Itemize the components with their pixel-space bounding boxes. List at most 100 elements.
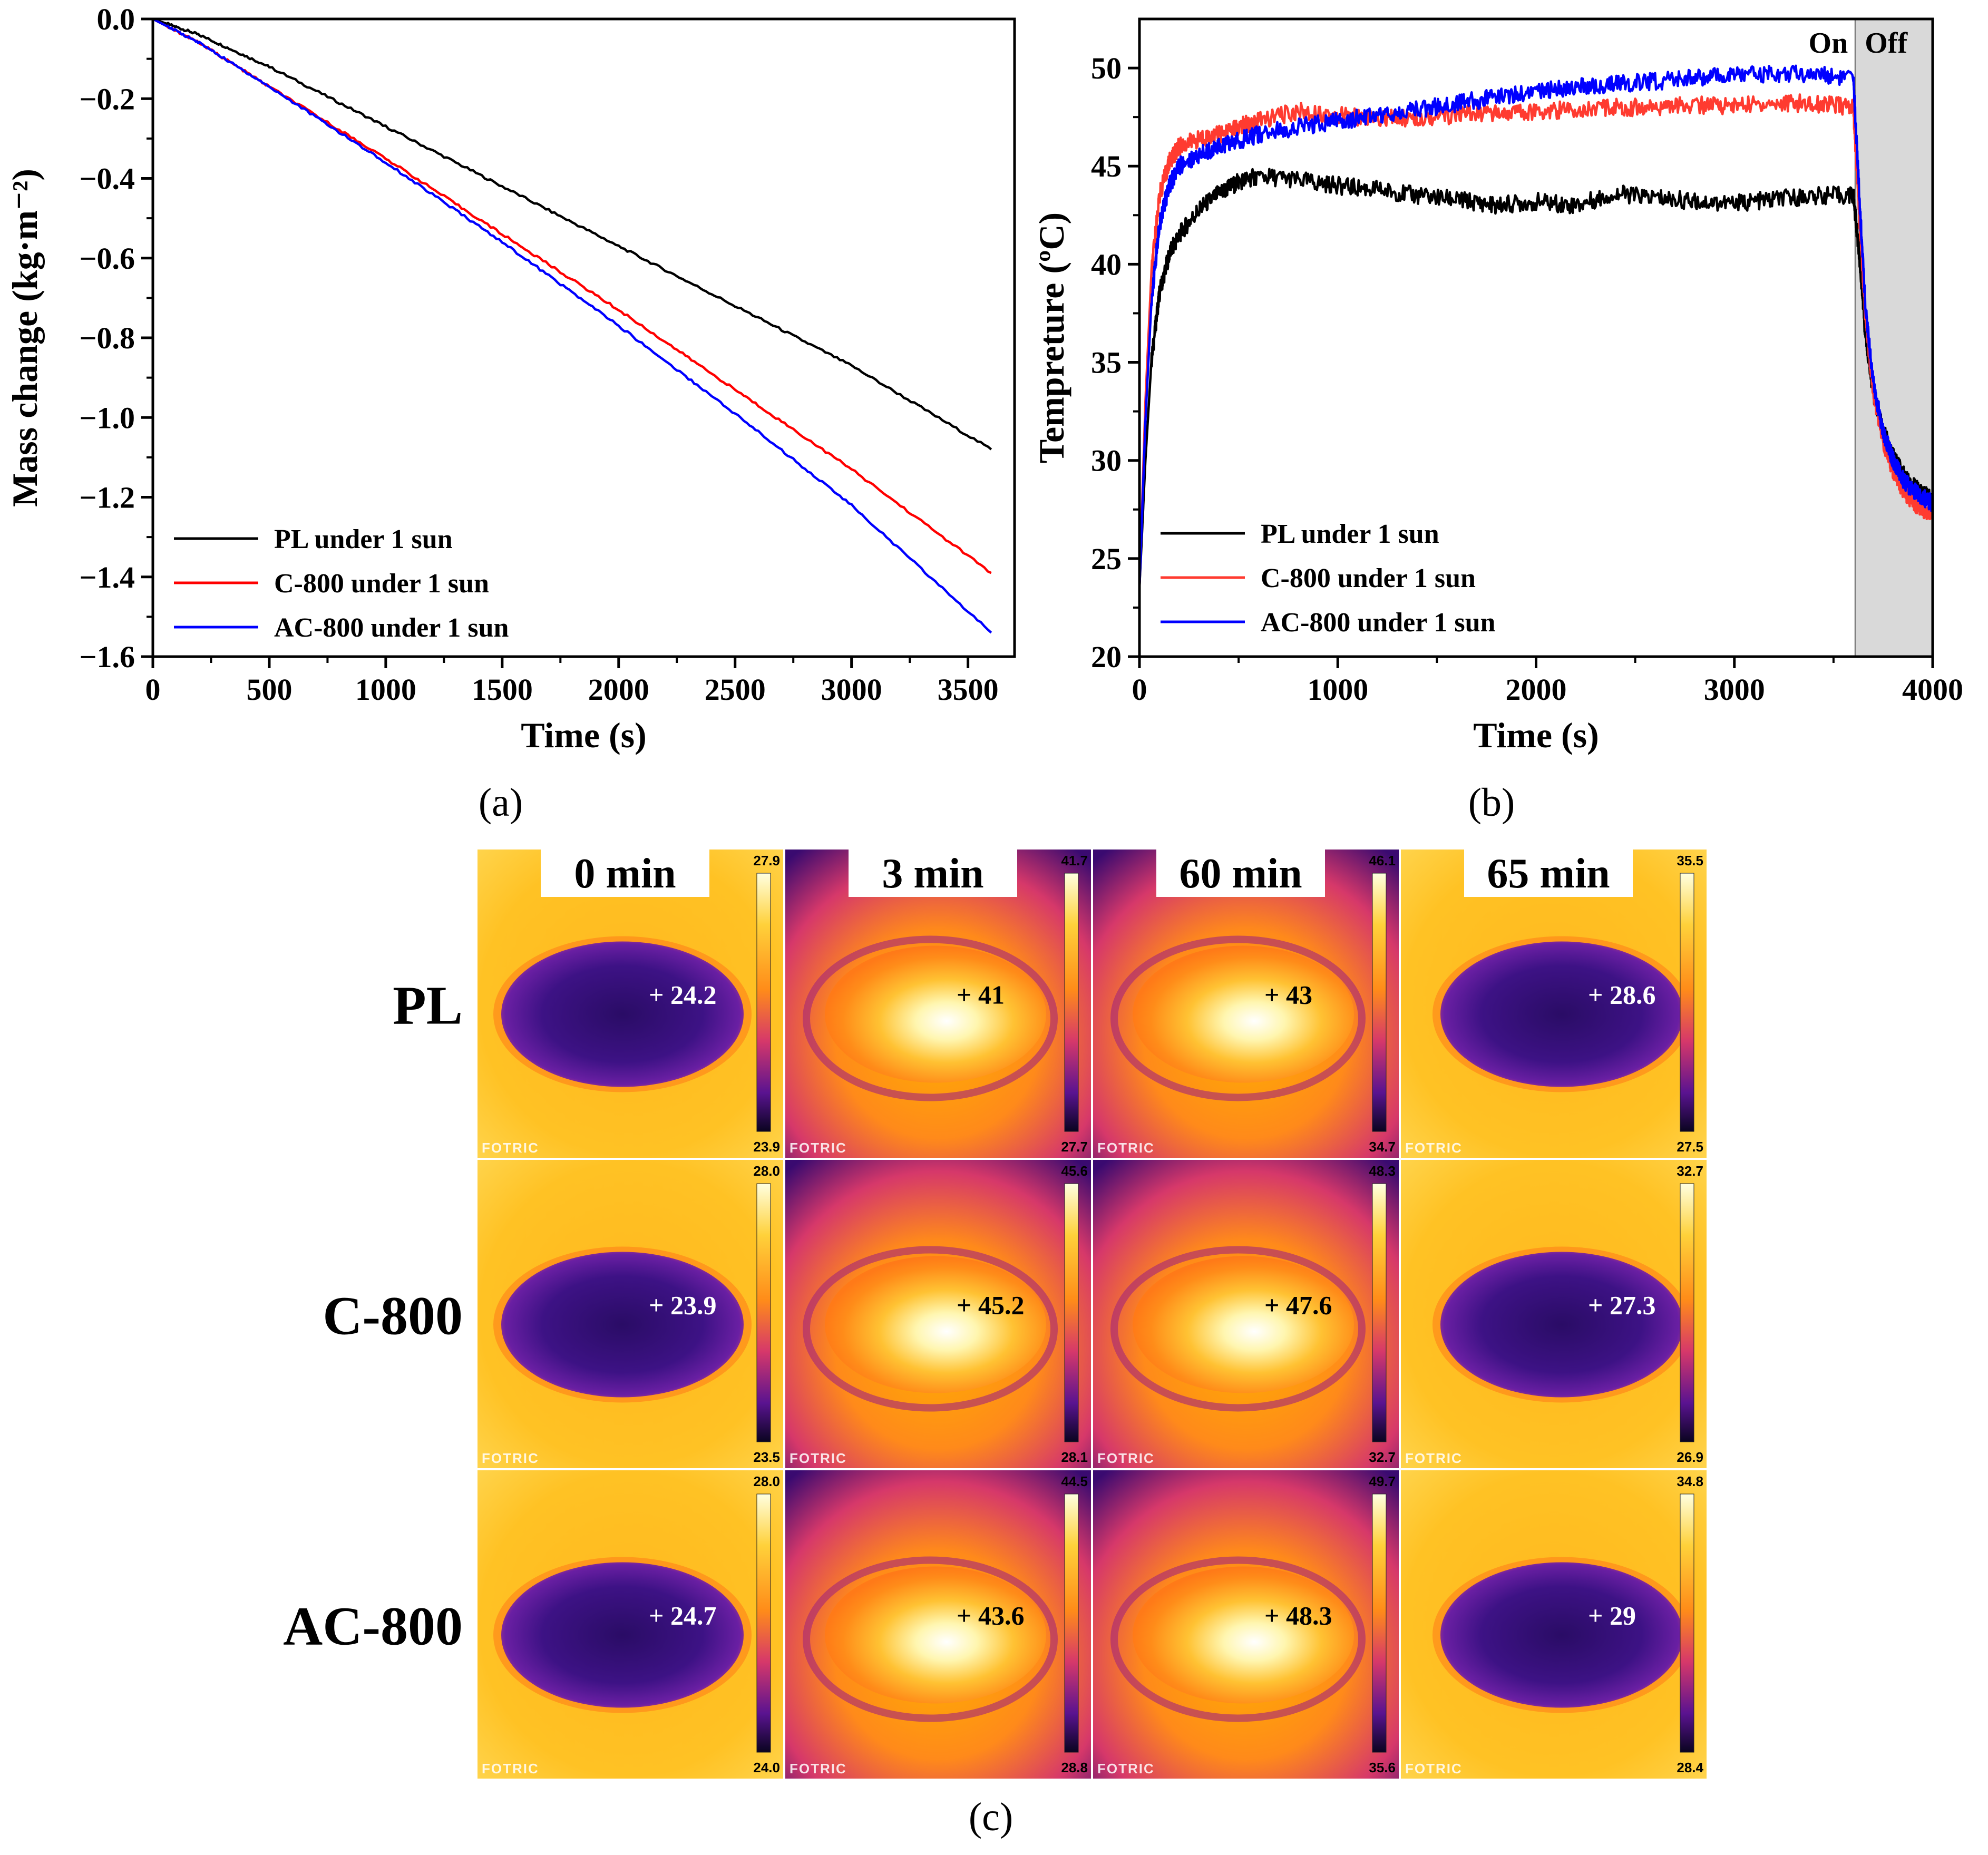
color-scale-bar [1680,873,1694,1132]
brand-watermark: FOTRIC [790,1140,847,1156]
scale-max-value: 35.5 [1677,853,1703,868]
y-tick-label: −0.2 [79,82,135,116]
x-tick-label: 0 [145,672,161,707]
y-tick-label: 20 [1091,640,1122,674]
scale-max-value: 32.7 [1677,1163,1703,1179]
brand-watermark: FOTRIC [790,1761,847,1776]
x-tick-label: 1500 [472,672,533,707]
off-annotation: Off [1865,27,1908,60]
series-line-ac-800 [1138,64,1934,588]
scale-max-value: 49.7 [1369,1473,1396,1489]
thermal-image: + 23.9 28.0 23.5 FOTRIC [477,1160,783,1468]
y-tick-label: −1.2 [79,481,135,515]
series-line-c-800 [1138,93,1934,588]
scale-max-value: 44.5 [1061,1473,1088,1489]
series-line-c-800 [152,17,992,574]
spot-temperature: + 45.2 [957,1291,1025,1320]
panel-label-b: (b) [1468,780,1515,825]
scale-min-value: 28.1 [1061,1449,1088,1465]
legend-label: PL under 1 sun [1261,519,1439,549]
spot-temperature: + 27.3 [1588,1291,1656,1320]
panel-label-c: (c) [968,1795,1014,1839]
y-tick-label: 30 [1091,444,1122,478]
x-tick-label: 2000 [588,672,649,707]
legend-label: C-800 under 1 sun [1261,563,1476,593]
y-tick-label: −1.6 [79,640,135,674]
legend-label: PL under 1 sun [274,524,453,554]
x-tick-label: 2500 [705,672,766,707]
panel-label-a: (a) [478,780,523,825]
row-label: C-800 [323,1286,463,1346]
scale-max-value: 41.7 [1061,853,1088,868]
y-tick-label: 50 [1091,51,1122,85]
spot-temperature: + 23.9 [649,1291,717,1320]
x-tick-label: 2000 [1506,672,1567,707]
x-tick-label: 1000 [1307,672,1368,707]
y-tick-label: 35 [1091,346,1122,380]
brand-watermark: FOTRIC [1097,1761,1155,1776]
scale-max-value: 46.1 [1369,853,1396,868]
x-axis-label: Time (s) [521,715,647,755]
scale-min-value: 24.0 [753,1760,780,1775]
x-tick-label: 3500 [938,672,999,707]
column-title: 60 min [1179,851,1302,897]
y-tick-label: −0.8 [79,321,135,355]
plot-frame [151,17,1016,658]
thermal-image: + 27.3 32.7 26.9 FOTRIC [1401,1160,1707,1468]
color-scale-bar [756,873,771,1132]
color-scale-bar [1372,873,1387,1132]
spot-temperature: + 41 [957,980,1005,1010]
color-scale-bar [1064,1183,1079,1442]
x-tick-label: 4000 [1902,672,1963,707]
y-tick-label: 40 [1091,247,1122,281]
thermal-image: + 45.2 45.6 28.1 FOTRIC [785,1160,1091,1468]
x-tick-label: 1000 [355,672,416,707]
y-tick-label: −0.4 [79,162,135,196]
scale-min-value: 28.8 [1061,1760,1088,1775]
x-tick-label: 3000 [821,672,882,707]
brand-watermark: FOTRIC [1405,1450,1463,1466]
scale-min-value: 28.4 [1677,1760,1703,1775]
column-title: 65 min [1487,851,1610,897]
y-axis-label: Tempreture (ºC) [1031,212,1071,463]
thermal-image: + 24.2 27.9 23.9 FOTRIC 0 min [477,850,783,1158]
column-title: 0 min [574,851,676,897]
y-tick-label: −1.4 [79,560,135,594]
thermal-image: + 48.3 49.7 35.6 FOTRIC [1093,1470,1399,1779]
y-axis-label: Mass change (kg·m⁻²) [5,169,45,507]
color-scale-bar [1064,1493,1079,1753]
color-scale-bar [1680,1493,1694,1753]
color-scale-bar [1372,1493,1387,1753]
spot-temperature: + 43.6 [957,1601,1025,1631]
color-scale-bar [1680,1183,1694,1442]
thermal-image: + 43 46.1 34.7 FOTRIC 60 min [1093,850,1399,1158]
scale-min-value: 26.9 [1677,1449,1703,1465]
mass-change-chart: 0 500 1000 1500 2000 2500 3000 3500 0.0 −0.2 −0.4 −… [5,2,1016,755]
thermal-image: + 41 41.7 27.7 FOTRIC 3 min [785,850,1091,1158]
spot-temperature: + 24.2 [649,980,717,1010]
brand-watermark: FOTRIC [1405,1761,1463,1776]
thermal-image: + 24.7 28.0 24.0 FOTRIC [477,1470,783,1779]
brand-watermark: FOTRIC [482,1450,539,1466]
x-tick-label: 3000 [1704,672,1765,707]
brand-watermark: FOTRIC [1405,1140,1463,1156]
legend-label: AC-800 under 1 sun [274,613,509,643]
spot-temperature: + 48.3 [1264,1601,1332,1631]
series-line-pl [1138,168,1934,588]
spot-temperature: + 43 [1264,980,1312,1010]
brand-watermark: FOTRIC [482,1761,539,1776]
y-tick-label: 45 [1091,149,1122,183]
scale-min-value: 27.7 [1061,1139,1088,1155]
brand-watermark: FOTRIC [482,1140,539,1156]
brand-watermark: FOTRIC [790,1450,847,1466]
thermal-image: + 43.6 44.5 28.8 FOTRIC [785,1470,1091,1779]
spot-temperature: + 28.6 [1588,980,1656,1010]
scale-max-value: 28.0 [753,1473,780,1489]
y-tick-label: 25 [1091,542,1122,576]
scale-min-value: 23.5 [753,1449,780,1465]
series-line-ac-800 [152,17,992,634]
thermal-image: + 29 34.8 28.4 FOTRIC [1401,1470,1707,1779]
scale-min-value: 35.6 [1369,1760,1396,1775]
thermal-image: + 28.6 35.5 27.5 FOTRIC 65 min [1401,850,1707,1158]
